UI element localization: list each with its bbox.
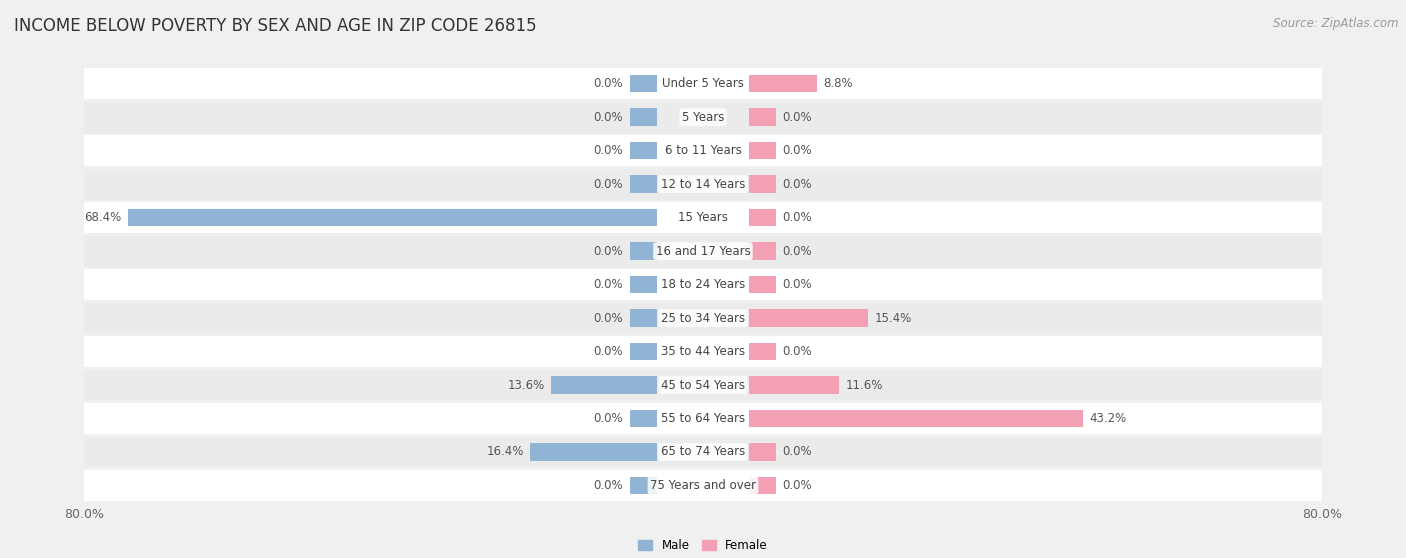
Text: 0.0%: 0.0% xyxy=(783,177,813,191)
Text: 0.0%: 0.0% xyxy=(783,144,813,157)
Bar xyxy=(630,309,657,327)
Text: 43.2%: 43.2% xyxy=(1090,412,1126,425)
Bar xyxy=(749,410,1084,427)
Bar xyxy=(84,302,1322,334)
Text: 0.0%: 0.0% xyxy=(783,345,813,358)
Text: Source: ZipAtlas.com: Source: ZipAtlas.com xyxy=(1274,17,1399,30)
Text: 0.0%: 0.0% xyxy=(593,278,623,291)
Bar xyxy=(630,175,657,193)
Bar xyxy=(84,403,1322,434)
Bar xyxy=(84,470,1322,501)
Text: 55 to 64 Years: 55 to 64 Years xyxy=(661,412,745,425)
Text: Under 5 Years: Under 5 Years xyxy=(662,77,744,90)
Bar xyxy=(749,443,776,461)
Text: 18 to 24 Years: 18 to 24 Years xyxy=(661,278,745,291)
Text: 0.0%: 0.0% xyxy=(783,244,813,258)
Bar xyxy=(630,410,657,427)
Bar xyxy=(749,276,776,294)
Text: 0.0%: 0.0% xyxy=(783,445,813,459)
Bar xyxy=(749,209,776,227)
Text: 0.0%: 0.0% xyxy=(783,211,813,224)
Bar xyxy=(749,309,869,327)
Text: 15.4%: 15.4% xyxy=(875,311,912,325)
Text: 75 Years and over: 75 Years and over xyxy=(650,479,756,492)
Text: 0.0%: 0.0% xyxy=(593,244,623,258)
Text: 0.0%: 0.0% xyxy=(593,345,623,358)
Bar xyxy=(749,108,776,126)
Text: 0.0%: 0.0% xyxy=(593,144,623,157)
Bar xyxy=(749,376,839,394)
Bar xyxy=(128,209,657,227)
Text: 0.0%: 0.0% xyxy=(593,412,623,425)
Text: 6 to 11 Years: 6 to 11 Years xyxy=(665,144,741,157)
Text: 12 to 14 Years: 12 to 14 Years xyxy=(661,177,745,191)
Text: 35 to 44 Years: 35 to 44 Years xyxy=(661,345,745,358)
Text: 0.0%: 0.0% xyxy=(593,110,623,124)
Text: 8.8%: 8.8% xyxy=(824,77,853,90)
Bar xyxy=(749,75,817,93)
Bar xyxy=(84,169,1322,200)
Text: 11.6%: 11.6% xyxy=(845,378,883,392)
Text: 25 to 34 Years: 25 to 34 Years xyxy=(661,311,745,325)
Text: 0.0%: 0.0% xyxy=(783,110,813,124)
Bar xyxy=(551,376,657,394)
Text: 0.0%: 0.0% xyxy=(783,278,813,291)
Bar xyxy=(749,242,776,260)
Text: 13.6%: 13.6% xyxy=(508,378,546,392)
Bar xyxy=(84,68,1322,99)
Text: 68.4%: 68.4% xyxy=(84,211,121,224)
Text: 0.0%: 0.0% xyxy=(783,479,813,492)
Bar xyxy=(84,369,1322,401)
Bar xyxy=(84,102,1322,133)
Bar xyxy=(630,276,657,294)
Text: 16 and 17 Years: 16 and 17 Years xyxy=(655,244,751,258)
Text: INCOME BELOW POVERTY BY SEX AND AGE IN ZIP CODE 26815: INCOME BELOW POVERTY BY SEX AND AGE IN Z… xyxy=(14,17,537,35)
Bar xyxy=(84,202,1322,233)
Text: 0.0%: 0.0% xyxy=(593,311,623,325)
Bar xyxy=(84,269,1322,300)
Legend: Male, Female: Male, Female xyxy=(634,534,772,557)
Text: 65 to 74 Years: 65 to 74 Years xyxy=(661,445,745,459)
Bar xyxy=(630,343,657,360)
Bar xyxy=(749,477,776,494)
Bar xyxy=(630,108,657,126)
Text: 15 Years: 15 Years xyxy=(678,211,728,224)
Bar xyxy=(530,443,657,461)
Text: 0.0%: 0.0% xyxy=(593,479,623,492)
Bar xyxy=(630,477,657,494)
Bar xyxy=(84,436,1322,468)
Bar xyxy=(749,175,776,193)
Bar xyxy=(84,135,1322,166)
Bar xyxy=(749,343,776,360)
Text: 5 Years: 5 Years xyxy=(682,110,724,124)
Bar xyxy=(630,75,657,93)
Bar xyxy=(84,235,1322,267)
Text: 45 to 54 Years: 45 to 54 Years xyxy=(661,378,745,392)
Bar xyxy=(630,142,657,160)
Text: 16.4%: 16.4% xyxy=(486,445,523,459)
Bar xyxy=(630,242,657,260)
Text: 0.0%: 0.0% xyxy=(593,77,623,90)
Text: 0.0%: 0.0% xyxy=(593,177,623,191)
Bar xyxy=(749,142,776,160)
Bar xyxy=(84,336,1322,367)
